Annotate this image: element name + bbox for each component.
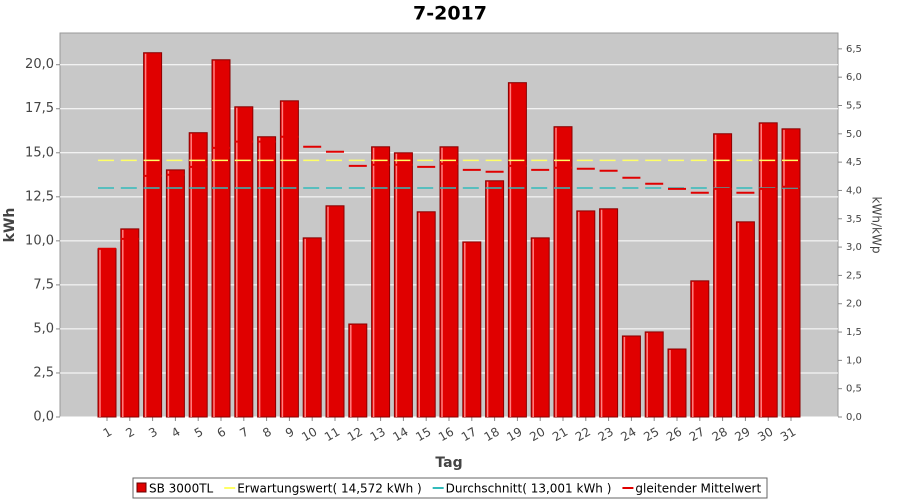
x-tick-label: 29 [732, 425, 752, 445]
y2-tick-label: 2,5 [846, 270, 862, 281]
bar [211, 59, 231, 418]
bar [279, 100, 299, 418]
x-tick-label: 20 [527, 425, 547, 445]
bar [439, 146, 459, 418]
bar [530, 237, 550, 418]
bar [690, 280, 710, 418]
x-tick-label: 7 [237, 425, 251, 441]
y2-tick-label: 4,5 [846, 157, 862, 168]
y-tick-label: 17,5 [25, 101, 54, 116]
bar [781, 128, 801, 418]
y2-tick-label: 6,5 [846, 44, 862, 55]
y2-tick-label: 6,0 [846, 72, 862, 83]
bar [553, 126, 573, 418]
x-tick-label: 18 [482, 425, 502, 445]
y-tick-label: 7,5 [33, 277, 54, 292]
legend-label: Durchschnitt( 13,001 kWh ) [446, 482, 612, 496]
x-tick-label: 21 [550, 425, 570, 445]
legend-label: Erwartungswert( 14,572 kWh ) [237, 482, 421, 496]
x-tick-label: 22 [573, 425, 593, 445]
y2-tick-label: 1,5 [846, 327, 862, 338]
x-tick-label: 16 [436, 425, 456, 445]
x-tick-label: 25 [641, 425, 661, 445]
bar [188, 132, 208, 418]
y2-tick-label: 3,5 [846, 214, 862, 225]
x-tick-label: 26 [664, 425, 684, 445]
bar [713, 133, 733, 418]
x-tick-label: 3 [146, 425, 160, 441]
x-tick-label: 27 [687, 425, 707, 445]
x-tick-label: 31 [778, 425, 798, 445]
x-tick-label: 23 [596, 425, 616, 445]
x-tick-label: 14 [390, 425, 410, 445]
bar [234, 106, 254, 418]
bar [393, 152, 413, 418]
y-tick-label: 20,0 [25, 57, 54, 72]
bar [576, 210, 596, 418]
chart-title: 7-2017 [413, 3, 487, 25]
x-tick-label: 8 [260, 425, 274, 441]
bar [735, 221, 755, 418]
y2-tick-label: 2,0 [846, 299, 862, 310]
bar [644, 331, 664, 418]
bar [485, 180, 505, 418]
x-tick-label: 11 [322, 425, 342, 445]
x-tick-label: 28 [710, 425, 730, 445]
y2-tick-label: 5,5 [846, 100, 862, 111]
y2-axis-title: kWh/kWp [870, 197, 884, 254]
bar [257, 136, 277, 418]
legend-label: SB 3000TL [149, 482, 214, 496]
y-tick-label: 12,5 [25, 189, 54, 204]
legend-swatch [136, 482, 147, 493]
x-axis-title: Tag [435, 455, 462, 471]
y2-tick-label: 3,0 [846, 242, 862, 253]
x-tick-label: 12 [345, 425, 365, 445]
y-tick-label: 5,0 [33, 321, 54, 336]
bar [416, 211, 436, 418]
y2-tick-label: 5,0 [846, 129, 862, 140]
x-tick-label: 30 [755, 425, 775, 445]
y-tick-label: 10,0 [25, 233, 54, 248]
bar [302, 237, 322, 418]
x-tick-label: 6 [215, 425, 229, 441]
x-tick-label: 1 [101, 425, 115, 441]
x-tick-label: 4 [169, 425, 183, 441]
y2-tick-label: 1,0 [846, 355, 862, 366]
y2-tick-label: 4,0 [846, 185, 862, 196]
bar [165, 169, 185, 418]
bar [462, 241, 482, 418]
bar [621, 335, 641, 418]
x-tick-label: 9 [283, 425, 297, 441]
bar [348, 323, 368, 418]
bar [143, 52, 163, 418]
x-tick-label: 2 [123, 425, 137, 441]
bar [120, 228, 140, 418]
bar [599, 208, 619, 418]
x-tick-label: 24 [618, 425, 638, 445]
y-tick-label: 15,0 [25, 145, 54, 160]
legend [132, 477, 768, 499]
x-tick-label: 17 [459, 425, 479, 445]
bar [371, 146, 391, 418]
bar [758, 122, 778, 418]
y2-tick-label: 0,5 [846, 384, 862, 395]
x-tick-label: 15 [413, 425, 433, 445]
y2-tick-label: 0,0 [846, 412, 862, 423]
x-tick-label: 10 [299, 425, 319, 445]
x-tick-label: 19 [504, 425, 524, 445]
y-tick-label: 0,0 [33, 410, 54, 425]
bar [667, 348, 687, 418]
x-tick-label: 5 [192, 425, 206, 441]
y-axis-title: kWh [2, 208, 18, 243]
y-tick-label: 2,5 [33, 365, 54, 380]
x-tick-label: 13 [368, 425, 388, 445]
legend-label: gleitender Mittelwert [635, 482, 761, 496]
bar [325, 205, 345, 418]
